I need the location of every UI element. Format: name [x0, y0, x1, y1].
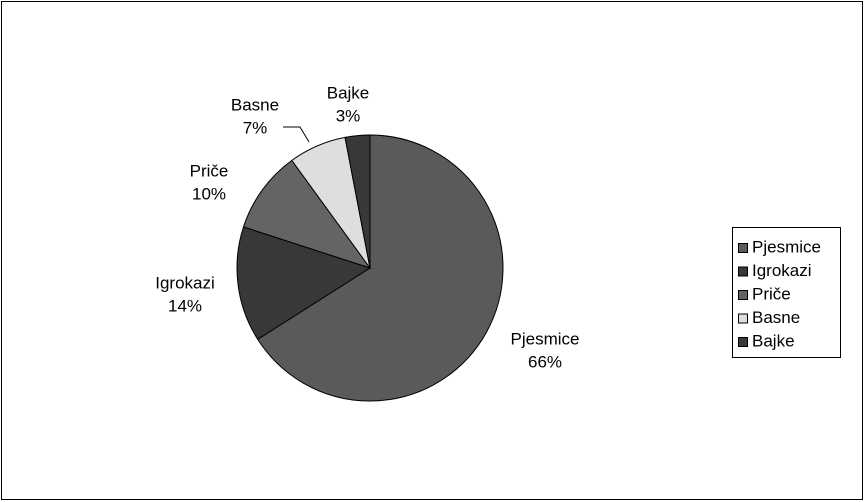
- slice-value-label: 14%: [168, 296, 202, 315]
- legend-label: Priče: [752, 284, 791, 303]
- legend-swatch: [738, 243, 748, 253]
- slice-value-label: 66%: [528, 352, 562, 371]
- leader-line: [283, 126, 310, 143]
- slice-value-label: 10%: [192, 184, 226, 203]
- legend-swatch: [738, 337, 748, 347]
- slice-value-label: 7%: [243, 118, 268, 137]
- legend-swatch: [738, 290, 748, 300]
- slice-label: Basne: [231, 95, 279, 114]
- pie-slice: [344, 134, 371, 269]
- legend-box: [732, 227, 841, 358]
- legend-label: Bajke: [752, 331, 795, 350]
- legend-swatch: [738, 313, 748, 324]
- legend-label: Igrokazi: [752, 261, 812, 280]
- legend-label: Pjesmice: [752, 237, 821, 256]
- pie-slice: [242, 159, 372, 269]
- pie-slice: [236, 226, 372, 340]
- slice-label: Bajke: [327, 83, 370, 102]
- legend-swatch: [738, 266, 748, 277]
- slice-label: Igrokazi: [155, 273, 215, 292]
- slice-value-label: 3%: [336, 106, 361, 125]
- pie-slice: [257, 134, 504, 402]
- slice-label: Pjesmice: [511, 329, 580, 348]
- legend-label: Basne: [752, 308, 800, 327]
- slice-label: Priče: [190, 161, 229, 180]
